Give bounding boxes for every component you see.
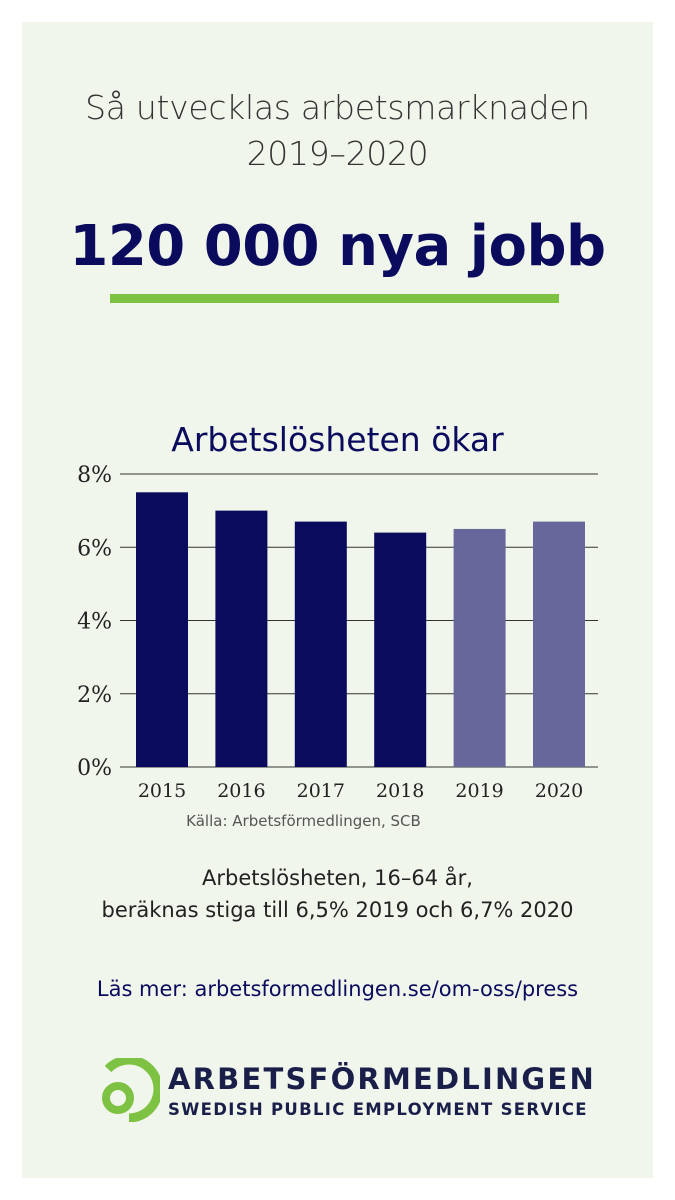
chart-source: Källa: Arbetsförmedlingen, SCB [186, 812, 421, 830]
bar-2020 [533, 521, 585, 767]
y-tick-label: 2% [77, 683, 112, 708]
bar-2015 [136, 492, 188, 767]
x-tick-label: 2019 [455, 780, 503, 802]
bar-2019 [453, 528, 506, 767]
headline-line-1: Så utvecklas arbetsmarknaden [85, 88, 590, 127]
logo-wordmark: ARBETSFÖRMEDLINGEN [168, 1062, 596, 1096]
chart-x-tick-labels: 2015 2016 2017 2018 2019 2020 [138, 780, 583, 802]
bar-2018 [374, 532, 427, 767]
y-tick-label: 4% [77, 610, 112, 635]
chart-title: Arbetslösheten ökar [171, 420, 504, 459]
bar-2017 [294, 521, 347, 767]
arbetsformedlingen-logo-icon [102, 1058, 160, 1122]
chart-bars [136, 492, 585, 767]
description-line-1: Arbetslösheten, 16–64 år, [202, 866, 473, 890]
chart-gridlines [120, 473, 598, 768]
chart-y-tick-labels: 0% 2% 4% 6% 8% [77, 463, 112, 781]
x-tick-label: 2020 [535, 780, 583, 802]
x-tick-label: 2015 [138, 780, 186, 802]
read-more-link[interactable]: Läs mer: arbetsformedlingen.se/om-oss/pr… [96, 977, 579, 1001]
main-headline: 120 000 nya jobb [69, 214, 606, 279]
x-tick-label: 2016 [217, 780, 265, 802]
x-tick-label: 2017 [297, 780, 345, 802]
y-tick-label: 6% [77, 536, 112, 561]
y-tick-label: 8% [77, 463, 112, 488]
bar-2016 [215, 510, 268, 767]
accent-underline [110, 294, 559, 303]
bar-chart: 0% 2% 4% 6% 8% 2015 2016 2017 2018 2019 2020 [77, 463, 598, 802]
logo-tagline: SWEDISH PUBLIC EMPLOYMENT SERVICE [168, 1100, 588, 1119]
headline-line-2: 2019–2020 [246, 134, 429, 173]
x-tick-label: 2018 [376, 780, 424, 802]
y-tick-label: 0% [77, 756, 112, 781]
description-line-2: beräknas stiga till 6,5% 2019 och 6,7% 2… [101, 898, 574, 922]
